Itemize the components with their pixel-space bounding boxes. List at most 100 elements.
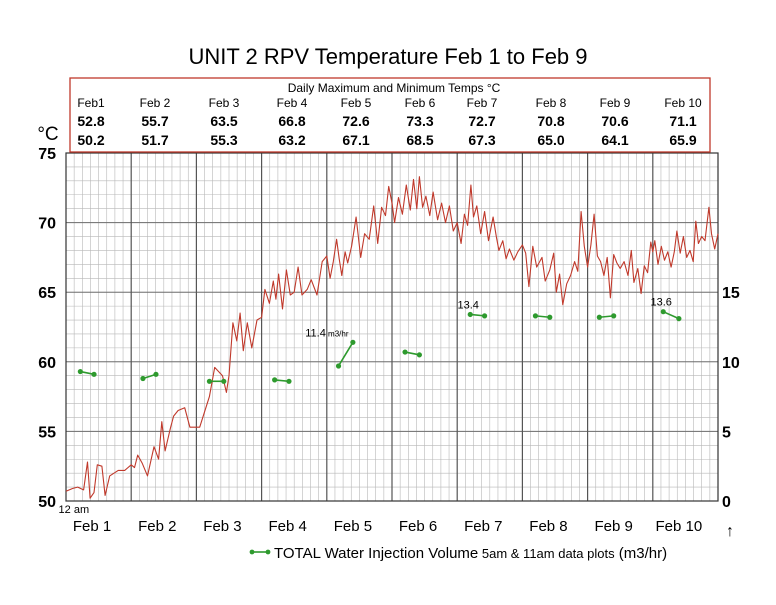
x-tick-label: Feb 1 [73, 518, 111, 535]
legend-swatch-point [249, 549, 255, 555]
series-layer: 11.4 m3/hr 13.4 13.6 [65, 176, 719, 499]
chart-title: UNIT 2 RPV Temperature Feb 1 to Feb 9 [188, 44, 587, 69]
table-min-value: 63.2 [278, 132, 305, 148]
x-tick-label: Feb 9 [595, 518, 633, 535]
table-max-value: 72.7 [468, 113, 495, 129]
injection-point [660, 309, 666, 315]
x-tick-label: Feb 8 [529, 518, 567, 535]
injection-data-value: 13.4 [458, 299, 479, 311]
injection-point [335, 363, 342, 369]
midnight-annotation: 12 am [59, 504, 90, 516]
table-min-value: 55.3 [210, 132, 237, 148]
table-min-value: 51.7 [141, 132, 168, 148]
y-tick-label-left: 70 [38, 216, 56, 233]
table-max-value: 66.8 [278, 113, 305, 129]
table-min-value: 50.2 [77, 132, 104, 148]
injection-data-unit: m3/hr [326, 329, 349, 338]
x-tick-label: Feb 4 [269, 518, 307, 535]
injection-segment [662, 310, 680, 320]
table-min-value: 67.1 [342, 132, 369, 148]
table-day-label: Feb 4 [277, 96, 308, 110]
table-max-value: 63.5 [210, 113, 237, 129]
injection-data-value: 13.6 [651, 297, 672, 309]
x-tick-label: Feb 6 [399, 518, 437, 535]
injection-point [350, 339, 356, 345]
y-tick-label-left: 60 [38, 355, 56, 372]
table-min-value: 65.0 [537, 132, 564, 148]
table-day-label: Feb 6 [405, 96, 436, 110]
x-tick-label: Feb 5 [334, 518, 372, 535]
injection-point [481, 313, 488, 319]
y-tick-label-right: 0 [722, 494, 731, 511]
table-max-value: 72.6 [342, 113, 369, 129]
y-tick-label-left: 75 [38, 146, 56, 163]
injection-data-label: 13.6 [651, 297, 672, 309]
table-min-value: 65.9 [669, 132, 696, 148]
injection-point [272, 377, 278, 383]
x-tick-label: Feb 10 [656, 518, 703, 535]
x-tick-label: Feb 2 [138, 518, 176, 535]
daily-temps-table: Daily Maximum and Minimum Temps °C Feb1 5… [69, 77, 711, 153]
table-day-label: Feb 10 [664, 96, 702, 110]
injection-point [547, 314, 553, 320]
table-min-value: 68.5 [406, 132, 433, 148]
injection-point [532, 313, 539, 319]
table-day-label: Feb 7 [467, 96, 498, 110]
legend-unit: (m3/hr) [615, 545, 668, 562]
table-day-label: Feb 2 [140, 96, 171, 110]
table-day-label: Feb 8 [536, 96, 567, 110]
table-min-value: 67.3 [468, 132, 495, 148]
legend-suffix: 5am & 11am data plots [478, 546, 615, 561]
x-axis-end-arrow: ↑ [726, 523, 734, 540]
x-tick-label: Feb 3 [203, 518, 241, 535]
injection-segment [337, 341, 354, 367]
injection-data-label: 11.4 m3/hr [305, 327, 349, 339]
y-axis-label-left: °C [37, 124, 58, 145]
table-day-label: Feb 5 [341, 96, 372, 110]
injection-point [221, 378, 227, 384]
table-border [69, 77, 711, 153]
table-day-label: Feb 9 [600, 96, 631, 110]
table-max-value: 70.8 [537, 113, 564, 129]
y-tick-label-right: 10 [722, 355, 740, 372]
grid [65, 152, 719, 502]
injection-point [286, 378, 292, 384]
injection-point [596, 314, 602, 320]
table-max-value: 70.6 [601, 113, 628, 129]
x-tick-label: Feb 7 [464, 518, 502, 535]
y-tick-label-right: 5 [722, 424, 731, 441]
table-min-value: 64.1 [601, 132, 628, 148]
injection-point [77, 368, 83, 375]
table-max-value: 55.7 [141, 113, 168, 129]
legend: TOTAL Water Injection Volume 5am & 11am … [249, 545, 667, 562]
temperature-series-line [65, 176, 719, 499]
table-day-label: Feb 3 [209, 96, 240, 110]
axes: °C 50 55 60 65 70 75 0 5 10 15 Feb 1 Feb 2 Feb 3 Feb 4… [37, 124, 740, 540]
legend-label: TOTAL Water Injection Volume [274, 545, 478, 562]
y-tick-label-right: 15 [722, 285, 740, 302]
table-max-value: 52.8 [77, 113, 104, 129]
legend-swatch-point [265, 549, 271, 555]
injection-point [140, 375, 146, 382]
injection-point [402, 349, 408, 355]
injection-point [611, 313, 617, 319]
y-tick-label-left: 65 [38, 285, 56, 302]
table-day-label: Feb1 [77, 96, 105, 110]
y-tick-label-left: 55 [38, 424, 56, 441]
injection-point [416, 352, 422, 358]
injection-data-value: 11.4 [305, 327, 326, 339]
injection-data-label: 13.4 [458, 299, 479, 311]
injection-point [676, 316, 682, 322]
plot-frame [65, 152, 719, 502]
table-max-value: 73.3 [406, 113, 433, 129]
injection-point [206, 378, 213, 384]
table-title: Daily Maximum and Minimum Temps °C [288, 81, 501, 95]
table-max-value: 71.1 [669, 113, 696, 129]
injection-point [153, 371, 159, 377]
injection-point [467, 311, 473, 318]
legend-text: TOTAL Water Injection Volume 5am & 11am … [274, 545, 667, 562]
injection-point [91, 371, 97, 377]
y-tick-label-left: 50 [38, 494, 56, 511]
